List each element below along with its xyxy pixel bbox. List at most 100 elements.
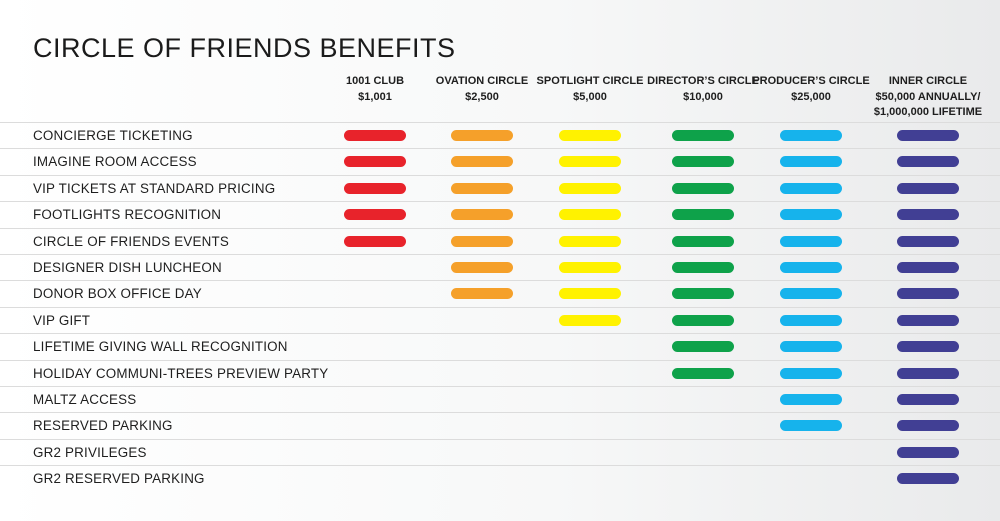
benefit-included-marker <box>897 341 959 353</box>
tier-name: PRODUCER’S CIRCLE <box>752 75 870 87</box>
tier-name: DIRECTOR’S CIRCLE <box>647 75 759 87</box>
tier-header: DIRECTOR’S CIRCLE $10,000 <box>647 74 759 105</box>
benefit-included-marker <box>780 130 842 141</box>
benefit-included-marker <box>559 262 621 273</box>
benefit-label: HOLIDAY COMMUNI-TREES PREVIEW PARTY <box>33 365 329 381</box>
benefit-row: GR2 RESERVED PARKING <box>0 465 1000 492</box>
benefit-row: VIP TICKETS AT STANDARD PRICING <box>0 174 1000 202</box>
benefit-included-marker <box>672 288 734 300</box>
benefit-label: CIRCLE OF FRIENDS EVENTS <box>33 233 230 249</box>
benefit-label: VIP GIFT <box>33 312 91 328</box>
benefit-included-marker <box>780 341 842 353</box>
benefit-row: DONOR BOX OFFICE DAY <box>0 280 1000 307</box>
benefit-included-marker <box>344 235 406 247</box>
benefit-included-marker <box>897 262 959 273</box>
benefit-label: DONOR BOX OFFICE DAY <box>33 286 202 302</box>
benefit-row: MALTZ ACCESS <box>0 386 1000 413</box>
benefit-row: DESIGNER DISH LUNCHEON <box>0 254 1000 281</box>
benefit-included-marker <box>451 182 513 194</box>
benefit-included-marker <box>344 182 406 194</box>
benefit-included-marker <box>897 420 959 432</box>
benefit-included-marker <box>672 341 734 353</box>
benefit-included-marker <box>672 209 734 221</box>
tier-amount: $5,000 <box>573 90 607 103</box>
benefit-included-marker <box>451 209 513 221</box>
page-title: CIRCLE OF FRIENDS BENEFITS <box>33 33 456 63</box>
benefit-label: VIP TICKETS AT STANDARD PRICING <box>33 180 276 196</box>
benefit-included-marker <box>897 367 959 379</box>
benefit-row: CIRCLE OF FRIENDS EVENTS <box>0 227 1000 255</box>
tier-header: INNER CIRCLE $50,000 ANNUALLY/ $1,000,000 … <box>874 74 982 121</box>
benefit-row: GR2 PRIVILEGES <box>0 438 1000 466</box>
benefit-included-marker <box>780 367 842 379</box>
benefit-included-marker <box>672 262 734 273</box>
benefit-included-marker <box>451 235 513 247</box>
benefit-included-marker <box>672 182 734 194</box>
tier-name: INNER CIRCLE <box>888 75 968 87</box>
benefit-included-marker <box>451 156 513 168</box>
benefit-included-marker <box>559 130 621 141</box>
benefit-included-marker <box>780 209 842 221</box>
tier-header: PRODUCER’S CIRCLE $25,000 <box>752 74 869 105</box>
tier-amount: $2,500 <box>465 90 499 103</box>
benefit-included-marker <box>451 130 513 141</box>
benefit-label: FOOTLIGHTS RECOGNITION <box>33 207 222 223</box>
benefit-included-marker <box>780 394 842 405</box>
tier-name: 1001 CLUB <box>345 75 405 87</box>
benefit-included-marker <box>897 394 959 405</box>
benefit-included-marker <box>672 314 734 326</box>
benefit-included-marker <box>780 420 842 432</box>
benefit-included-marker <box>672 130 734 141</box>
benefit-included-marker <box>780 314 842 326</box>
benefit-label: GR2 PRIVILEGES <box>33 444 147 460</box>
tier-header: 1001 CLUB $1,001 <box>346 74 404 105</box>
benefit-included-marker <box>559 235 621 247</box>
benefit-included-marker <box>559 209 621 221</box>
benefit-included-marker <box>897 182 959 194</box>
benefit-included-marker <box>344 209 406 221</box>
benefit-included-marker <box>672 235 734 247</box>
benefit-included-marker <box>897 209 959 221</box>
tier-amount-lifetime: $1,000,000 LIFETIME <box>873 106 983 118</box>
benefit-included-marker <box>897 446 959 458</box>
benefit-included-marker <box>559 314 621 326</box>
benefit-label: LIFETIME GIVING WALL RECOGNITION <box>33 339 288 355</box>
tier-amount: $25,000 <box>791 90 831 103</box>
tier-amount: $10,000 <box>683 90 723 103</box>
benefit-included-marker <box>559 182 621 194</box>
benefit-included-marker <box>897 473 959 485</box>
benefit-included-marker <box>897 314 959 326</box>
benefit-label: GR2 RESERVED PARKING <box>33 471 205 487</box>
benefit-included-marker <box>780 156 842 168</box>
benefit-included-marker <box>344 156 406 168</box>
benefit-included-marker <box>780 262 842 273</box>
benefit-row: RESERVED PARKING <box>0 412 1000 439</box>
benefit-included-marker <box>344 130 406 141</box>
benefit-row: FOOTLIGHTS RECOGNITION <box>0 201 1000 228</box>
benefit-included-marker <box>897 235 959 247</box>
benefit-label: MALTZ ACCESS <box>33 392 137 407</box>
tier-amount: $1,001 <box>358 90 392 103</box>
benefit-included-marker <box>780 182 842 194</box>
tier-name: OVATION CIRCLE <box>435 75 529 87</box>
benefit-row: CONCIERGE TICKETING <box>0 122 1000 149</box>
benefit-included-marker <box>780 235 842 247</box>
benefit-included-marker <box>780 288 842 300</box>
benefit-row: LIFETIME GIVING WALL RECOGNITION <box>0 333 1000 360</box>
benefit-included-marker <box>897 288 959 300</box>
benefit-included-marker <box>897 156 959 168</box>
tier-header: OVATION CIRCLE $2,500 <box>436 74 528 105</box>
benefit-label: IMAGINE ROOM ACCESS <box>33 154 197 170</box>
benefit-row: VIP GIFT <box>0 306 1000 334</box>
benefit-label: DESIGNER DISH LUNCHEON <box>33 260 222 275</box>
benefit-label: RESERVED PARKING <box>33 418 173 434</box>
benefit-included-marker <box>559 288 621 300</box>
benefit-row: HOLIDAY COMMUNI-TREES PREVIEW PARTY <box>0 359 1000 387</box>
benefit-included-marker <box>451 262 513 273</box>
benefit-row: IMAGINE ROOM ACCESS <box>0 148 1000 175</box>
tier-amount: $50,000 ANNUALLY/ <box>875 90 981 103</box>
benefit-included-marker <box>451 288 513 300</box>
benefit-label: CONCIERGE TICKETING <box>33 128 193 143</box>
benefit-included-marker <box>672 156 734 168</box>
tier-name: SPOTLIGHT CIRCLE <box>536 75 644 87</box>
